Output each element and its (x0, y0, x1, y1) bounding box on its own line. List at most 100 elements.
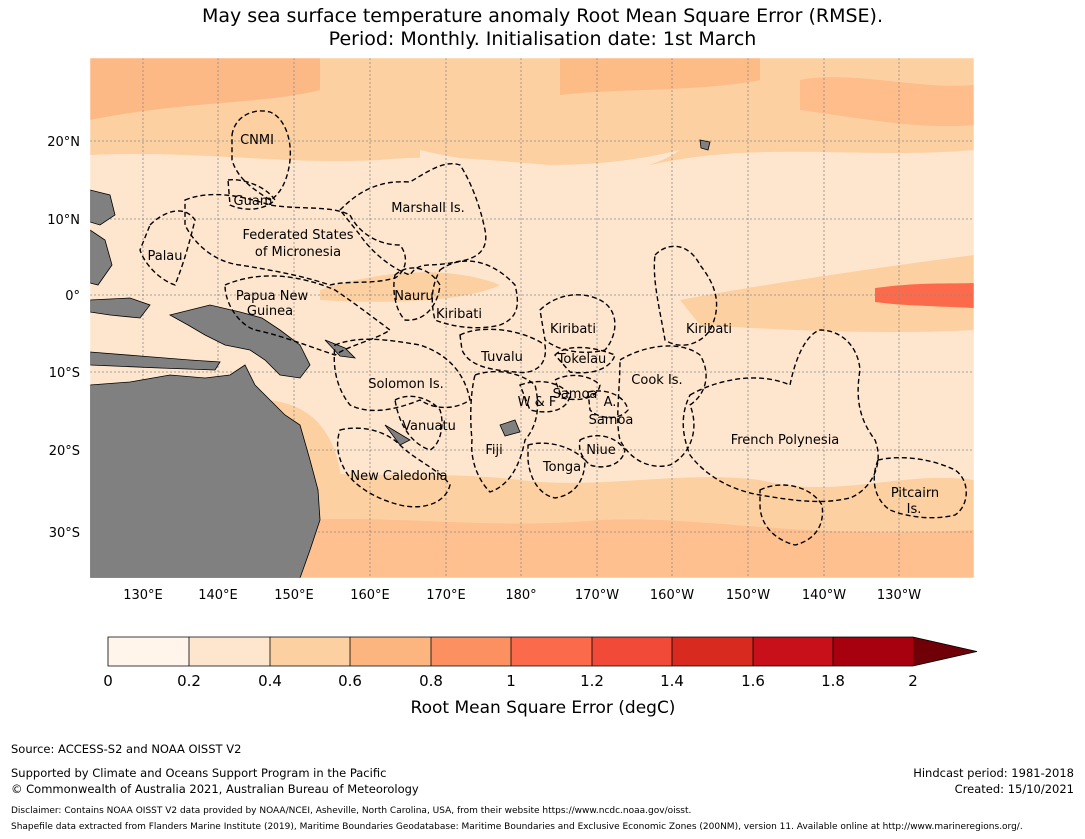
eez-french-polynesia (682, 329, 879, 503)
label-png-1: Papua New (236, 289, 309, 304)
label-guam: Guam (234, 194, 273, 209)
eez-kiribati-phoenix (539, 294, 616, 353)
label-samoa: Samoa (553, 387, 598, 402)
colorbar-tick: 2 (908, 672, 918, 690)
shapefile-text: Shapefile data extracted from Flanders M… (11, 822, 1023, 832)
lon-tick: 130°E (123, 588, 163, 603)
colorbar-bin-2 (270, 637, 350, 666)
colorbar-tick: 1.6 (741, 672, 765, 690)
label-tuvalu: Tuvalu (480, 350, 523, 365)
lat-tick: 10°S (49, 366, 80, 381)
eez-cook (617, 345, 707, 467)
lat-tick-labels: 20°N 10°N 0° 10°S 20°S 30°S (47, 135, 80, 541)
colorbar-tick: 1.8 (821, 672, 845, 690)
label-nauru: Nauru (394, 289, 434, 304)
south-patch (300, 518, 974, 578)
colorbar-bin-4 (431, 637, 511, 666)
eez-nauru (393, 267, 441, 321)
label-palau: Palau (147, 249, 182, 264)
colorbar-bin-0 (108, 637, 189, 666)
colorbar-bin-5 (511, 637, 592, 666)
label-cnmi: CNMI (240, 133, 274, 148)
eez-fsm (184, 193, 407, 286)
north-patch-3 (800, 77, 974, 127)
lat-tick: 20°N (47, 135, 80, 150)
colorbar-bin-8 (753, 637, 833, 666)
lon-tick: 170°W (575, 588, 619, 603)
colorbar-tick: 1.2 (580, 672, 604, 690)
equator-hot (875, 283, 974, 308)
lat-tick: 20°S (49, 444, 80, 459)
label-kiribati-1: Kiribati (436, 307, 482, 322)
eez-samoa (554, 374, 601, 401)
eez-vanuatu (394, 395, 443, 451)
label-kiribati-2: Kiribati (550, 322, 596, 337)
new-guinea-land (168, 304, 311, 379)
eez-guam (227, 178, 276, 210)
colorbar-ticks: 0 0.2 0.4 0.6 0.8 1 1.2 1.4 1.6 1.8 2 (103, 672, 918, 690)
map-field: CNMI Guam Marshall Is. Federated States … (90, 58, 974, 578)
eez-solomon (333, 338, 471, 412)
rmse-map: CNMI Guam Marshall Is. Federated States … (47, 57, 978, 718)
eez-kiribati-gilbert (431, 260, 518, 329)
lat-tick: 0° (65, 289, 80, 304)
colorbar-tick: 0.6 (338, 672, 362, 690)
lon-tick: 140°E (198, 588, 238, 603)
colorbar-bin-3 (350, 637, 431, 666)
label-american-samoa: Samoa (589, 413, 634, 428)
label-tonga: Tonga (542, 460, 581, 475)
eez-austral (759, 484, 824, 546)
equator-west (320, 272, 500, 302)
north-patch-1 (90, 58, 320, 120)
hawaii-land (699, 139, 711, 151)
label-wallis-futuna: W & F (518, 395, 557, 410)
eez-american-samoa (587, 390, 629, 419)
lon-tick: 130°W (877, 588, 921, 603)
colorbar: 0 0.2 0.4 0.6 0.8 1 1.2 1.4 1.6 1.8 2 Ro… (103, 636, 978, 718)
support-text-1: Supported by Climate and Oceans Support … (11, 766, 387, 780)
hindcast-period: Hindcast period: 1981-2018 (913, 766, 1074, 780)
colorbar-tick: 0.4 (258, 672, 282, 690)
lon-tick-labels: 130°E 140°E 150°E 160°E 170°E 180° 170°W… (123, 588, 921, 603)
eez-tuvalu (459, 328, 547, 374)
australia-land (90, 364, 321, 578)
eez-cnmi (231, 110, 292, 201)
label-tokelau: Tokelau (557, 352, 607, 367)
equator-band (680, 255, 974, 333)
north-light (420, 150, 680, 182)
eez-pitcairn (873, 457, 967, 519)
colorbar-tick: 0.8 (419, 672, 443, 690)
support-text-2: © Commonwealth of Australia 2021, Austra… (11, 782, 419, 796)
source-text: Source: ACCESS-S2 and NOAA OISST V2 (11, 742, 242, 756)
lat-tick: 10°N (47, 213, 80, 228)
map-frame (89, 57, 975, 579)
label-pitcairn-1: Pitcairn (891, 486, 939, 501)
eez-tonga (527, 442, 586, 499)
label-solomon: Solomon Is. (368, 377, 444, 392)
title-line-2: Period: Monthly. Initialisation date: 1s… (328, 28, 757, 50)
label-new-caledonia: New Caledonia (350, 469, 447, 484)
lon-tick: 180° (505, 588, 536, 603)
lon-tick: 150°E (274, 588, 314, 603)
colorbar-bin-9 (833, 637, 913, 666)
label-marshall: Marshall Is. (391, 201, 465, 216)
colorbar-bin-1 (189, 637, 270, 666)
mindanao-land (90, 229, 113, 286)
created-date: Created: 15/10/2021 (954, 782, 1074, 796)
sulawesi-land (90, 297, 151, 319)
lon-tick: 140°W (802, 588, 846, 603)
lon-tick: 150°W (726, 588, 770, 603)
lesser-sunda-land (90, 351, 221, 371)
label-fsm-2: of Micronesia (255, 245, 341, 260)
label-niue: Niue (586, 443, 616, 458)
eez-wallis (519, 380, 571, 413)
label-fsm-1: Federated States (243, 228, 354, 243)
label-kiribati-3: Kiribati (686, 322, 732, 337)
region-labels: CNMI Guam Marshall Is. Federated States … (147, 133, 939, 517)
colorbar-bin-6 (592, 637, 672, 666)
title-line-1: May sea surface temperature anomaly Root… (201, 5, 884, 27)
disclaimer-text: Disclaimer: Contains NOAA OISST V2 data … (11, 806, 692, 816)
fiji-land (499, 419, 521, 437)
label-vanuatu: Vanuatu (402, 419, 456, 434)
colorbar-tick: 1.4 (660, 672, 684, 690)
